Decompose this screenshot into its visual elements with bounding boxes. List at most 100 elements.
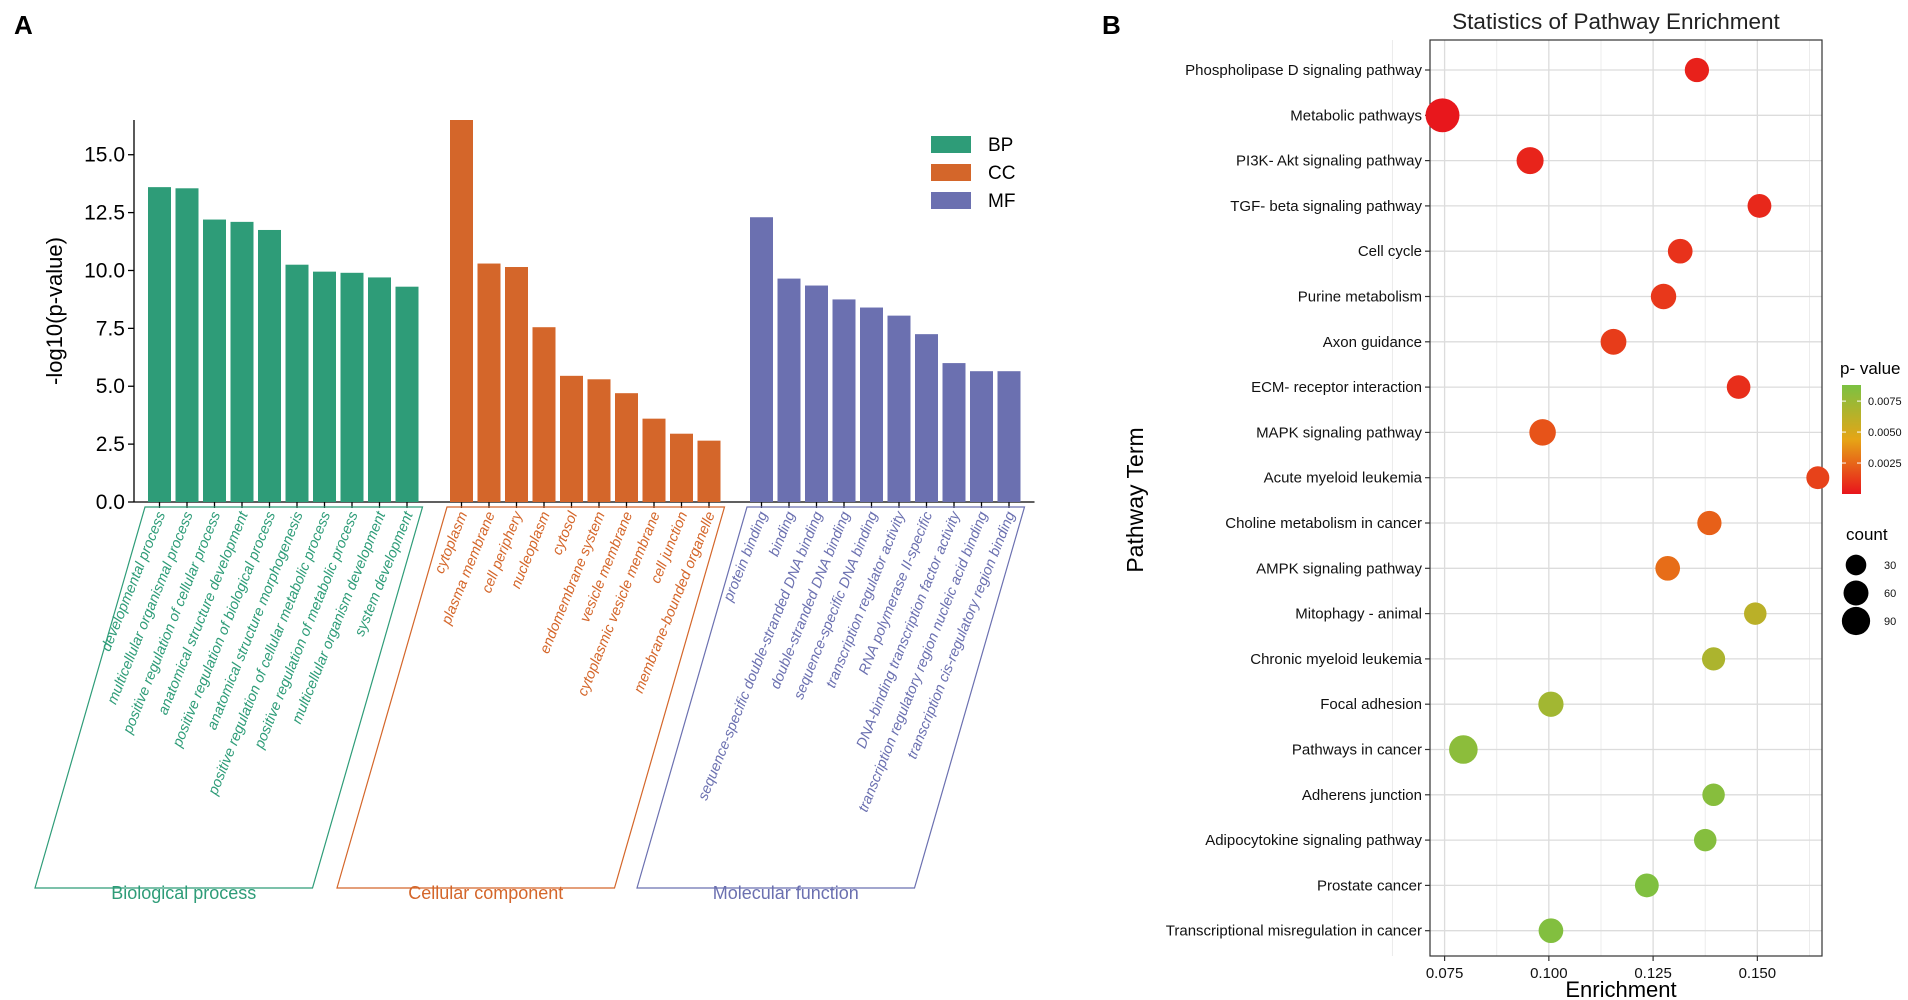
plot-border [1429,39,1823,957]
color-tick-label: 0.0050 [1868,427,1902,439]
x-tick-label: 0.125 [1634,965,1672,982]
dot [1806,466,1830,490]
y-tick-label: Prostate cancer [1317,877,1422,894]
bar [915,334,938,502]
y-tick-label: Cell cycle [1358,243,1422,260]
panel-label-a: A [14,10,33,40]
size-legend-dot [1843,580,1869,606]
kegg-dot-chart: Statistics of Pathway Enrichment Phosphol… [1122,9,1902,1000]
go-bar-chart: 0.02.55.07.510.012.515.0-log10(p-value)d… [34,120,1035,903]
y-tick-label: Metabolic pathways [1290,107,1422,124]
bar [450,120,473,502]
legend-label: CC [988,163,1015,184]
bar [285,264,309,502]
bar [477,263,501,502]
size-legend-label: 30 [1884,560,1896,572]
y-tick-label: 5.0 [96,375,125,398]
bar [587,379,611,502]
y-tick-label: 12.5 [84,202,125,225]
bar [368,277,391,502]
bar [258,229,281,502]
size-legend-dot [1845,554,1867,576]
bar [532,327,556,502]
color-bar [1842,385,1861,494]
dot [1726,375,1751,399]
bar [697,440,721,502]
y-tick-label: PI3K- Akt signaling pathway [1236,153,1422,170]
y-tick-label: MAPK signaling pathway [1256,424,1422,441]
dot [1702,783,1725,807]
bar [777,278,801,502]
y-tick-label: Phospholipase D signaling pathway [1185,62,1422,79]
y-tick-label: Axon guidance [1323,334,1422,351]
bar [340,272,364,502]
legend-swatch [931,136,971,153]
bar [505,267,528,502]
group-bracket [336,506,726,889]
x-tick-label: 0.150 [1739,965,1777,982]
group-label: Cellular component [408,883,563,903]
dot [1693,828,1717,852]
y-tick-label: Mitophagy - animal [1295,606,1422,623]
dot [1516,147,1544,175]
y-tick-label: Acute myeloid leukemia [1264,470,1423,487]
color-legend-title: p- value [1840,359,1900,378]
legend-swatch [931,164,971,181]
group-bracket [636,506,1026,889]
group-label: Biological process [111,883,256,903]
y-tick-label: Focal adhesion [1320,696,1422,713]
bar [395,286,419,502]
y-tick-label: AMPK signaling pathway [1256,560,1422,577]
size-legend-label: 60 [1884,588,1896,600]
bar [203,219,226,502]
bar [750,217,773,502]
y-tick-label: Chronic myeloid leukemia [1250,651,1422,668]
y-tick-label: 2.5 [96,433,125,456]
dot [1744,602,1767,625]
bar [860,307,883,502]
dot [1667,238,1693,264]
y-tick-label: Choline metabolism in cancer [1225,515,1422,532]
chart-title: Statistics of Pathway Enrichment [1452,9,1780,34]
bar [970,371,993,502]
size-legend-title: count [1846,525,1888,544]
x-tick-label: protein binding [720,510,771,605]
legend-swatch [931,192,971,209]
bar [615,393,638,502]
group-label: Molecular function [713,883,859,903]
y-tick-label: 15.0 [84,144,125,167]
x-tick-label: 0.075 [1426,965,1464,982]
bar [997,371,1021,502]
y-tick-label: TGF- beta signaling pathway [1230,198,1422,215]
dot [1655,555,1681,581]
y-tick-label: Pathways in cancer [1292,742,1422,759]
dot [1449,735,1478,764]
color-tick-label: 0.0025 [1868,458,1902,470]
bar [313,271,336,502]
bar [805,285,828,502]
dot [1538,918,1564,944]
bar [887,315,911,502]
bar [148,187,171,502]
bar [175,188,199,502]
x-tick-label: 0.100 [1530,965,1568,982]
y-tick-label: 7.5 [96,317,125,340]
bar [642,418,666,502]
y-axis-label: -log10(p-value) [42,237,67,385]
group-bracket [34,506,424,889]
dot [1425,98,1460,133]
dot [1747,193,1772,218]
dot [1529,419,1556,446]
y-tick-label: 0.0 [96,491,125,514]
dot [1600,328,1627,355]
color-tick-label: 0.0075 [1868,396,1902,408]
y-axis-label: Pathway Term [1122,427,1148,572]
dot [1697,510,1722,536]
dot [1650,283,1677,310]
y-tick-label: Adherens junction [1302,787,1422,804]
y-tick-label: ECM- receptor interaction [1251,379,1422,396]
y-tick-label: Transcriptional misregulation in cancer [1166,923,1422,940]
y-tick-label: Purine metabolism [1298,289,1422,306]
y-tick-label: 10.0 [84,259,125,282]
